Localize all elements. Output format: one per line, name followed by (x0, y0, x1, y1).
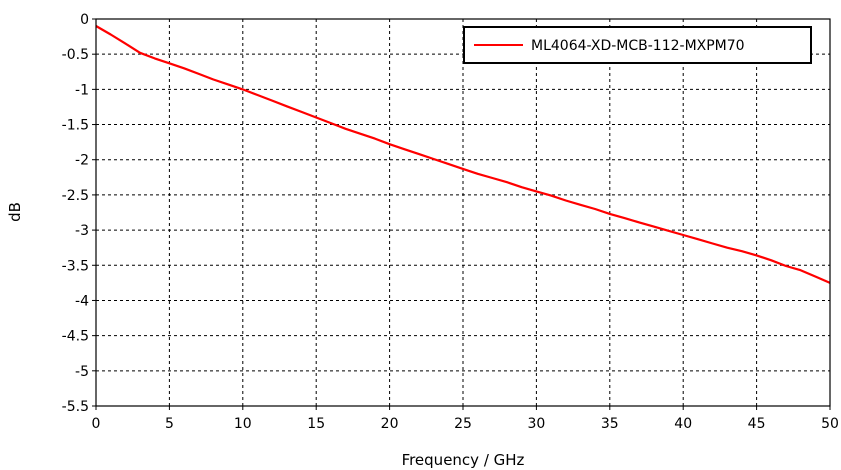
grid-lines (96, 19, 830, 406)
y-axis-label: dB (6, 202, 24, 222)
legend: ML4064-XD-MCB-112-MXPM70 (463, 26, 812, 64)
y-tick-label: -1 (75, 82, 89, 98)
y-tick-label: -5.5 (62, 399, 89, 415)
x-tick-label: 25 (454, 416, 472, 432)
y-tick-label: -3 (75, 223, 89, 239)
x-axis-label: Frequency / GHz (402, 451, 525, 469)
x-tick-label: 30 (527, 416, 545, 432)
legend-label: ML4064-XD-MCB-112-MXPM70 (531, 38, 745, 54)
x-tick-label: 10 (234, 416, 252, 432)
x-tick-label: 50 (821, 416, 839, 432)
y-tick-label: -2.5 (62, 188, 89, 204)
y-tick-label: -0.5 (62, 47, 89, 63)
y-axis-ticks: 0 -0.5 -1 -1.5 -2 -2.5 -3 -3.5 -4 -4.5 -5 -5.5 (62, 12, 96, 415)
y-tick-label: -5 (75, 364, 89, 380)
y-tick-label: 0 (80, 12, 89, 28)
x-tick-label: 15 (307, 416, 325, 432)
series-line (95, 25, 831, 284)
series-group (95, 25, 831, 284)
y-tick-label: -3.5 (62, 258, 89, 274)
x-tick-label: 20 (381, 416, 399, 432)
y-tick-label: -4.5 (62, 329, 89, 345)
x-tick-label: 40 (674, 416, 692, 432)
x-axis-ticks: 0 5 10 15 20 25 30 35 40 45 50 (92, 406, 839, 432)
x-tick-label: 0 (92, 416, 101, 432)
y-tick-label: -2 (75, 153, 89, 169)
x-tick-label: 35 (601, 416, 619, 432)
x-tick-label: 45 (748, 416, 766, 432)
x-tick-label: 5 (165, 416, 174, 432)
y-tick-label: -1.5 (62, 118, 89, 134)
y-tick-label: -4 (75, 293, 89, 309)
